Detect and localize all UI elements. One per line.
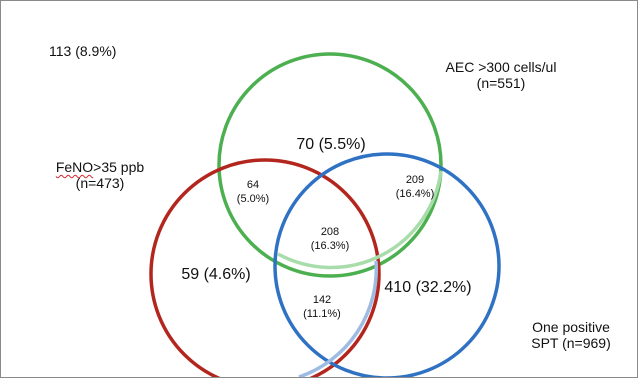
aec-spt-pct: (16.4%): [395, 187, 435, 200]
region-aec-only: 70 (5.5%): [296, 136, 365, 154]
region-aec-spt: 209 (16.4%): [396, 174, 435, 202]
feno-only-count: 59: [181, 266, 200, 283]
region-all-three: 208 (16.3%): [311, 226, 350, 254]
feno-aec-count: 64: [246, 179, 260, 191]
all-three-count: 208: [320, 226, 340, 238]
feno-spt-count: 142: [312, 294, 332, 306]
region-feno-aec: 64 (5.0%): [237, 179, 269, 207]
feno-circle: [149, 158, 381, 377]
spt-set-n: SPT (n=969): [531, 335, 611, 352]
aec-set-label: AEC >300 cells/ul (n=551): [446, 59, 557, 91]
feno-aec-pct: (5.0%): [236, 192, 270, 205]
region-spt-only: 410 (32.2%): [384, 279, 471, 297]
spt-set-title: One positive: [532, 319, 610, 335]
feno-set-label: FeNO>35 ppb (n=473): [56, 159, 144, 191]
aec-only-count: 70: [296, 136, 315, 153]
spt-only-pct: (32.2%): [415, 279, 472, 296]
region-feno-only: 59 (4.6%): [181, 266, 250, 284]
aec-circle: [217, 52, 443, 278]
feno-set-title: FeNO>35 ppb: [56, 159, 144, 175]
feno-threshold: >35 ppb: [93, 159, 145, 175]
feno-word: FeNO: [55, 159, 94, 175]
aec-set-n: (n=551): [476, 75, 526, 92]
all-three-pct: (16.3%): [310, 239, 350, 252]
aec-only-pct: (5.5%): [318, 136, 366, 153]
feno-only-pct: (4.6%): [203, 266, 251, 283]
aec-lower-overlap-arc: [277, 170, 443, 270]
outside-pct: (8.9%): [75, 43, 117, 59]
spt-set-label: One positive SPT (n=969): [531, 319, 611, 351]
spt-only-count: 410: [384, 279, 412, 296]
spt-circle: [273, 152, 501, 377]
region-feno-spt: 142 (11.1%): [303, 294, 341, 322]
aec-spt-count: 209: [405, 174, 425, 186]
aec-set-title: AEC >300 cells/ul: [445, 59, 557, 75]
feno-set-n: (n=473): [75, 175, 125, 192]
feno-spt-pct: (11.1%): [303, 307, 341, 320]
feno-spt-overlap-arc: [298, 260, 379, 377]
outside-count-label: 113 (8.9%): [49, 43, 116, 59]
outside-count: 113: [49, 43, 72, 59]
